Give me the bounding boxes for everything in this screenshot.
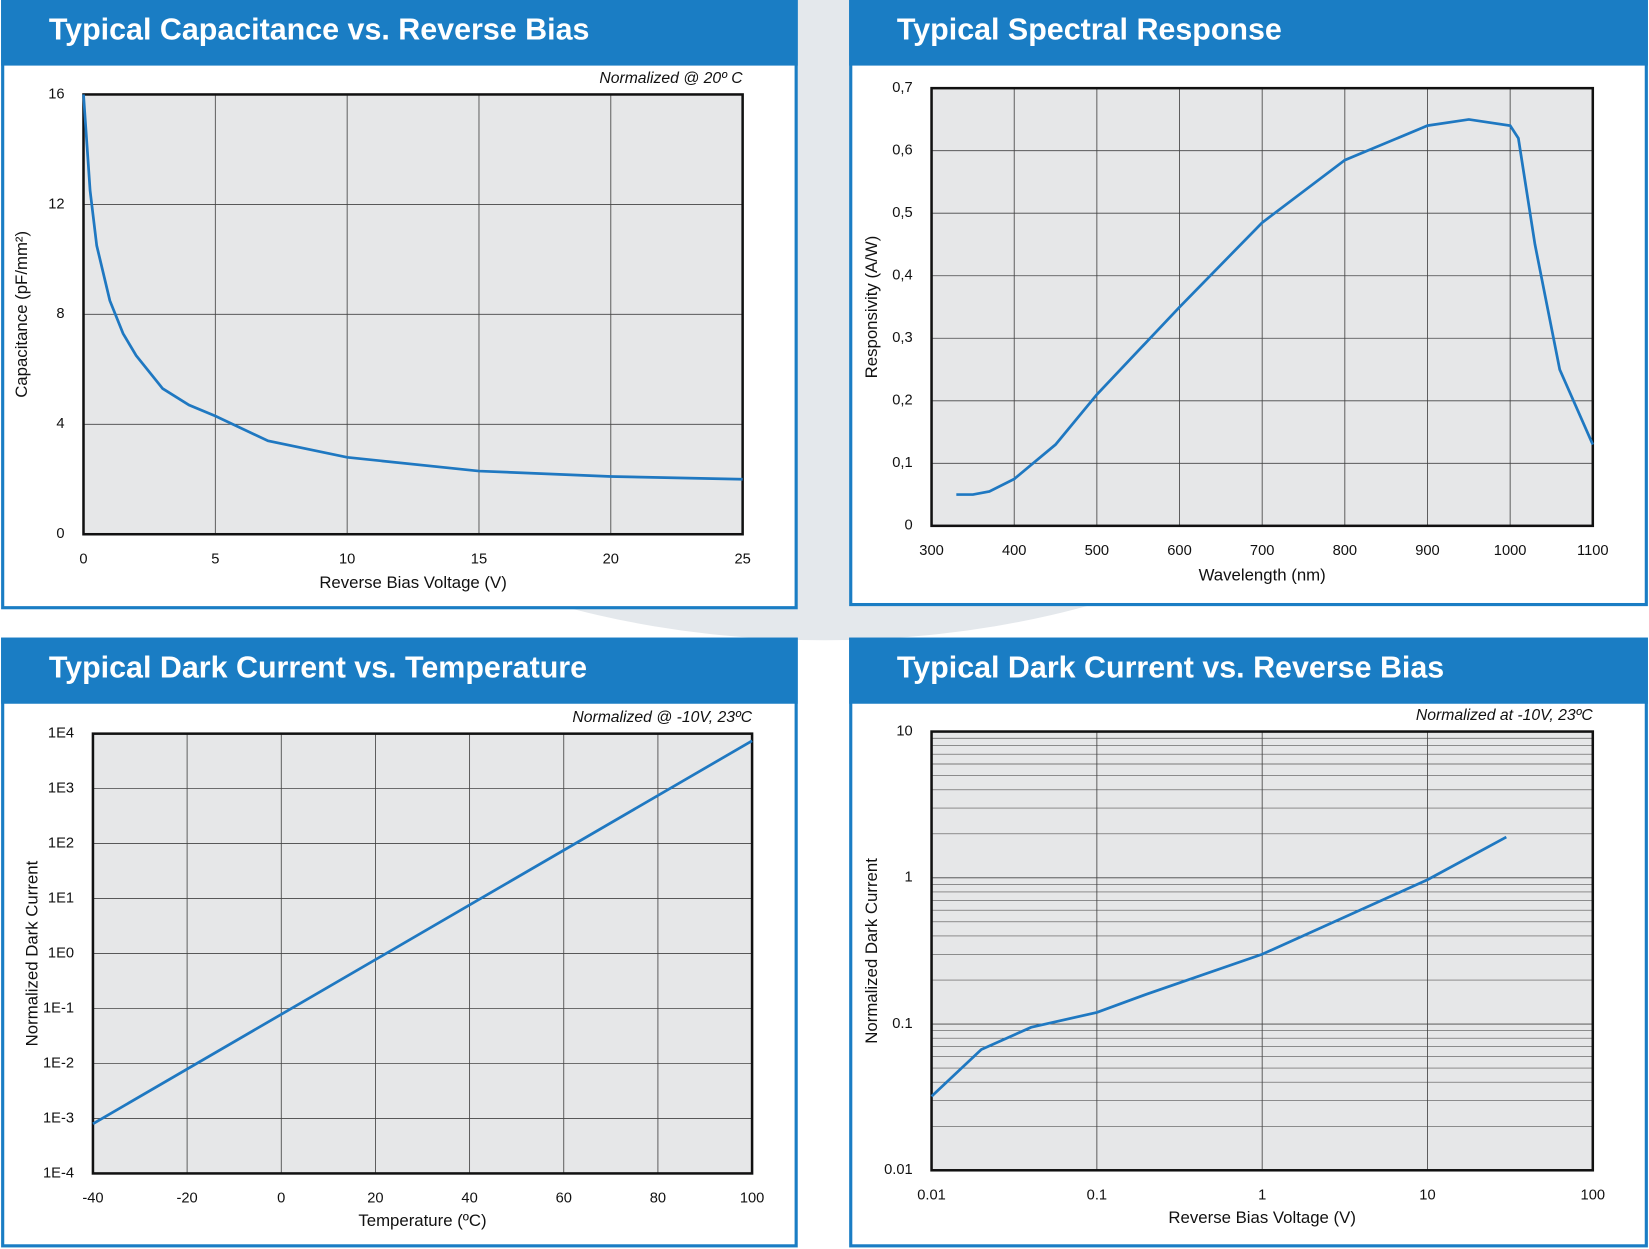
x-tick-label: -20 [176, 1190, 197, 1206]
y-tick-label: 0,1 [892, 455, 912, 471]
x-tick-label: 0.01 [917, 1187, 946, 1203]
x-tick-label: 15 [471, 551, 487, 567]
x-axis-label: Reverse Bias Voltage (V) [1168, 1208, 1355, 1227]
x-tick-label: 0 [79, 551, 87, 567]
x-tick-label: -40 [82, 1190, 103, 1206]
x-tick-label: 10 [339, 551, 355, 567]
plot-frame [91, 732, 754, 1175]
y-tick-label: 0,3 [892, 330, 912, 346]
data-line [956, 118, 1595, 496]
y-tick-label: 0 [56, 526, 64, 542]
y-tick-label: 0,7 [892, 80, 912, 96]
x-tick-label: 100 [740, 1190, 765, 1206]
x-tick-label: 25 [734, 551, 750, 567]
data-line [92, 739, 753, 1125]
x-tick-label: 5 [211, 551, 219, 567]
y-tick-label: 1E3 [48, 781, 74, 797]
x-tick-label: 700 [1250, 543, 1275, 559]
y-tick-label: 1E-2 [43, 1055, 74, 1071]
y-tick-label: 0,2 [892, 393, 912, 409]
x-tick-label: 100 [1581, 1187, 1606, 1203]
x-tick-label: 1100 [1577, 543, 1609, 559]
y-axis-label: Normalized Dark Current [862, 858, 881, 1044]
y-axis-label: Normalized Dark Current [23, 860, 42, 1046]
x-tick-label: 900 [1415, 543, 1440, 559]
x-tick-label: 20 [603, 551, 619, 567]
plot-frame [930, 86, 1595, 528]
x-tick-label: 1000 [1494, 543, 1527, 559]
x-tick-label: 800 [1333, 543, 1358, 559]
panel-header [849, 0, 1648, 66]
y-tick-label: 1E4 [48, 726, 74, 742]
annotation: Normalized @ 20º C [599, 70, 743, 87]
y-tick-label: 4 [56, 416, 64, 432]
y-tick-label: 12 [48, 196, 64, 212]
x-tick-label: 300 [919, 543, 944, 559]
x-axis-label: Wavelength (nm) [1199, 566, 1326, 585]
y-axis-label: Capacitance (pF/mm²) [12, 231, 31, 398]
plot-frame [930, 730, 1595, 1172]
y-tick-label: 0 [904, 518, 912, 534]
annotation: Normalized @ -10V, 23ºC [572, 709, 752, 726]
x-tick-label: 60 [556, 1190, 572, 1206]
y-axis-label: Responsivity (A/W) [862, 236, 881, 379]
chart-title: Typical Dark Current vs. Temperature [49, 651, 587, 685]
chart-title: Typical Capacitance vs. Reverse Bias [49, 13, 590, 47]
y-tick-label: 1E-3 [43, 1110, 74, 1126]
y-tick-label: 1E-1 [43, 1000, 74, 1016]
y-tick-label: 1 [904, 870, 912, 886]
x-tick-label: 80 [650, 1190, 666, 1206]
panel-header [1, 0, 798, 66]
y-tick-label: 1E-4 [43, 1165, 74, 1181]
annotation: Normalized at -10V, 23ºC [1416, 707, 1593, 724]
x-tick-label: 0.1 [1087, 1187, 1107, 1203]
data-line [930, 835, 1507, 1098]
y-tick-label: 0,4 [892, 268, 912, 284]
y-tick-label: 1E2 [48, 835, 74, 851]
y-tick-label: 0.01 [884, 1162, 913, 1178]
x-tick-label: 500 [1085, 543, 1110, 559]
y-tick-label: 0,5 [892, 205, 912, 221]
x-tick-label: 20 [367, 1190, 383, 1206]
plot-frame [82, 93, 744, 536]
y-tick-label: 1E0 [48, 945, 74, 961]
chart-title: Typical Spectral Response [897, 13, 1282, 47]
data-line [82, 94, 743, 481]
x-axis-label: Reverse Bias Voltage (V) [319, 573, 506, 592]
panel-header [1, 637, 798, 704]
x-tick-label: 10 [1419, 1187, 1435, 1203]
y-tick-label: 16 [48, 86, 64, 102]
y-tick-label: 10 [896, 723, 912, 739]
y-tick-label: 8 [56, 306, 64, 322]
y-tick-label: 1E1 [48, 890, 74, 906]
x-tick-label: 400 [1002, 543, 1027, 559]
x-tick-label: 40 [461, 1190, 477, 1206]
chart-title: Typical Dark Current vs. Reverse Bias [897, 651, 1444, 685]
y-tick-label: 0.1 [892, 1016, 912, 1032]
x-tick-label: 1 [1258, 1187, 1266, 1203]
panel-header [849, 637, 1648, 704]
x-axis-label: Temperature (ºC) [358, 1211, 486, 1230]
x-tick-label: 0 [277, 1190, 285, 1206]
x-tick-label: 600 [1167, 543, 1192, 559]
y-tick-label: 0,6 [892, 143, 912, 159]
